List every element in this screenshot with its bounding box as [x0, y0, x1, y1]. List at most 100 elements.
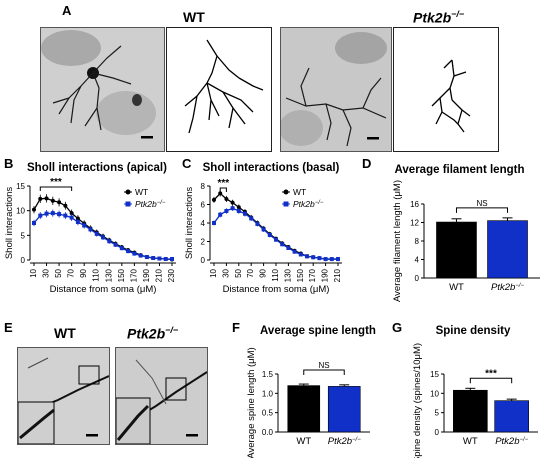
chart-c-x-axis-label: Distance from soma (μM) — [223, 284, 330, 295]
chart-c-xtick-label: 190 — [321, 268, 330, 282]
chart-g-xtick-label-wt: WT — [463, 436, 478, 447]
chart-b-xtick-label: 110 — [92, 268, 101, 281]
chart-c-point-ko — [323, 257, 328, 262]
chart-c-point-ko — [298, 252, 303, 257]
chart-c-xtick-label: 170 — [308, 268, 317, 282]
panel-label-f: F — [232, 320, 240, 335]
chart-b-point-ko — [88, 227, 93, 232]
panel-label-g: G — [392, 320, 403, 335]
chart-g-bar-ko — [494, 400, 529, 433]
chart-c-ytick-label: 2 — [201, 238, 206, 247]
micrograph-ko-spines-drawing — [116, 348, 207, 444]
chart-c-xtick-label: 110 — [271, 268, 280, 281]
chart-c-ytick-label: 0 — [201, 256, 206, 265]
chart-f-y-axis-label: Average spine length (μM) — [246, 347, 257, 458]
chart-b-xtick-label: 90 — [79, 268, 88, 277]
chart-b-point-wt — [75, 216, 80, 221]
chart-c-point-wt — [224, 196, 229, 201]
chart-g-title: Spine density — [435, 325, 511, 337]
chart-c-xtick-label: 210 — [333, 268, 342, 282]
chart-b-xtick-label: 150 — [117, 268, 126, 282]
chart-b-point-ko — [144, 255, 149, 260]
chart-c-series-line-ko — [213, 207, 338, 260]
chart-b-point-ko — [113, 242, 118, 247]
chart-f-spine-length: 0.0 0.5 1.0 1.5 Average spine length (μM) WT P… — [246, 347, 370, 458]
micrograph-wt-drawing — [41, 28, 164, 151]
chart-b-xtick-label: 130 — [104, 268, 113, 282]
chart-d-bar-wt — [436, 221, 477, 279]
chart-f-xtick-label-ko: Ptk2b−/− — [328, 436, 361, 447]
chart-b-xtick-label: 30 — [42, 268, 51, 277]
chart-b-point-wt — [50, 198, 55, 203]
chart-g-bar-wt — [453, 389, 488, 433]
chart-f-ytick-label: 1.0 — [262, 389, 274, 398]
trace-wt-drawing — [184, 39, 264, 134]
chart-b-point-ko — [163, 257, 168, 262]
chart-c-point-wt — [212, 197, 216, 202]
chart-c-point-ko — [280, 242, 285, 247]
chart-g-ytick-label: 15 — [430, 370, 439, 379]
chart-c-xtick-label: 150 — [296, 268, 305, 282]
chart-b-xtick-label: 230 — [167, 268, 176, 282]
chart-d-title: Average filament length — [394, 164, 525, 176]
chart-b-legend-label-ko: Ptk2b−/− — [135, 199, 166, 209]
chart-g-spine-density: 0 5 10 15 Spine density (spines/10μM) WT Ptk2b… — [412, 343, 538, 458]
chart-b-point-ko — [38, 213, 43, 218]
panel-label-e: E — [4, 320, 13, 335]
micrograph-ko-neuron — [280, 27, 392, 152]
chart-b-ytick-label: 10 — [16, 207, 25, 216]
chart-c-point-ko — [243, 211, 247, 216]
chart-f-bar-wt — [287, 385, 321, 433]
genotype-wt-label-a: WT — [183, 9, 205, 25]
chart-d-ytick-label: 12 — [410, 219, 419, 228]
trace-ko-neuron — [393, 27, 499, 152]
chart-b-point-wt — [38, 196, 43, 201]
chart-d-filament-length: 0 4 8 12 16 Average filament length (μM) WT Ptk… — [392, 180, 540, 302]
chart-c-point-wt — [236, 205, 241, 210]
micrograph-wt-spines-drawing — [18, 348, 109, 444]
chart-d-ytick-label: 4 — [415, 256, 420, 265]
chart-b-x-axis-label: Distance from soma (μM) — [50, 284, 157, 295]
chart-b-point-ko — [126, 249, 131, 254]
chart-c-xtick-label: 70 — [246, 268, 255, 277]
genotype-ko-label-e: Ptk2b−/− — [127, 325, 179, 342]
chart-b-xtick-label: 170 — [129, 268, 138, 282]
chart-b-point-ko — [170, 257, 174, 262]
chart-d-ytick-label: 0 — [415, 274, 420, 283]
chart-b-point-ko — [107, 239, 112, 244]
chart-c-point-ko — [224, 208, 229, 213]
genotype-ko-label-a: Ptk2b−/− — [413, 9, 465, 26]
chart-c-point-ko — [218, 212, 223, 217]
chart-b-ytick-label: 0 — [21, 256, 26, 265]
chart-g-xtick-label-ko: Ptk2b−/− — [495, 436, 528, 447]
chart-d-xtick-label-wt: WT — [449, 282, 464, 293]
chart-b-point-ko — [32, 221, 36, 225]
chart-d-ytick-label: 8 — [415, 237, 420, 246]
genotype-wt-label-e: WT — [54, 325, 76, 341]
chart-g-ytick-label: 10 — [430, 389, 439, 398]
chart-f-bar-ko — [327, 386, 361, 433]
chart-c-point-ko — [292, 249, 297, 254]
chart-c-ytick-label: 8 — [201, 182, 206, 191]
chart-b-point-ko — [138, 253, 143, 258]
chart-b-point-wt — [44, 196, 49, 201]
chart-c-title: Sholl interactions (basal) — [202, 162, 340, 174]
chart-b-sig-label: *** — [50, 177, 62, 188]
micrograph-wt-neuron — [40, 27, 165, 152]
chart-b-point-ko — [57, 212, 62, 217]
chart-f-sig-bracket — [303, 369, 345, 376]
chart-c-xtick-label: 130 — [283, 268, 292, 282]
chart-g-y-axis-label: Spine density (spines/10μM) — [412, 343, 423, 458]
chart-b-sholl-apical: 0 5 10 15 10 30 50 70 90 110 130 150 170 190 210 230 Dis… — [4, 177, 176, 295]
chart-c-xtick-label: 90 — [259, 268, 268, 277]
panel-label-d: D — [362, 156, 372, 171]
chart-g-sig-bracket — [469, 377, 513, 384]
chart-b-xtick-label: 190 — [142, 268, 151, 282]
chart-c-xtick-label: 10 — [209, 268, 218, 277]
chart-d-sig-bracket — [455, 207, 509, 213]
chart-b-xtick-label: 50 — [54, 268, 63, 277]
chart-b-point-ko — [44, 211, 49, 216]
chart-c-ytick-label: 4 — [201, 219, 206, 228]
micrograph-ko-drawing — [281, 28, 391, 151]
trace-ko-drawing — [431, 59, 471, 133]
